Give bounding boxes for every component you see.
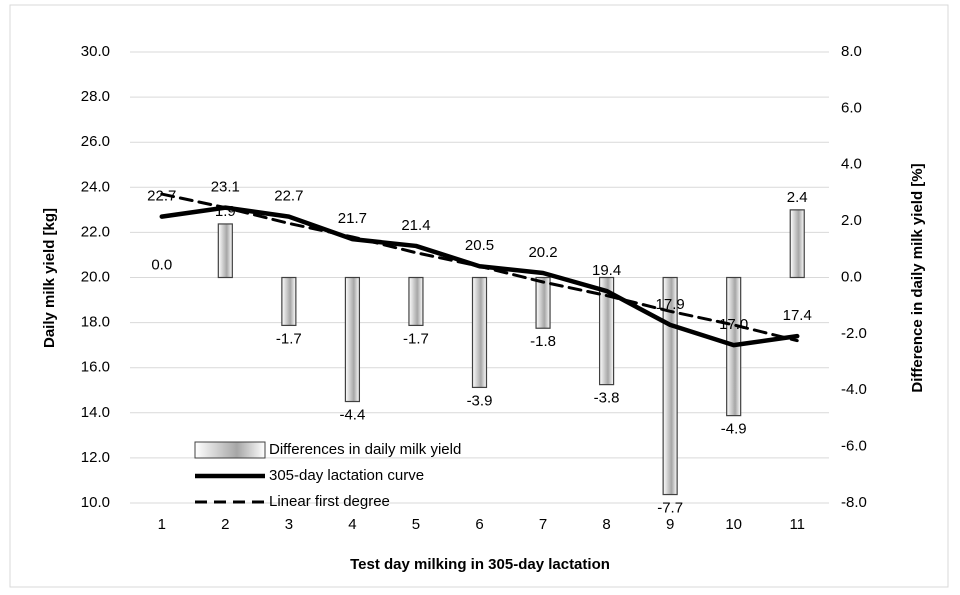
- legend-swatch: [194, 441, 266, 459]
- y-tick-label: 28.0: [81, 88, 110, 105]
- bar-value-label: -3.8: [594, 390, 620, 407]
- y2-axis-title: Difference in daily milk yield [%]: [909, 163, 926, 392]
- bar: [281, 276, 297, 327]
- bar: [408, 276, 424, 327]
- bar: [471, 276, 488, 389]
- line-value-label: 22.7: [274, 188, 303, 205]
- x-tick-label: 9: [666, 516, 674, 533]
- legend-label: 305-day lactation curve: [269, 467, 424, 484]
- bar: [217, 223, 233, 279]
- y2-tick-label: 4.0: [841, 156, 862, 173]
- line-value-label: 19.4: [592, 262, 621, 279]
- line-value-label: 20.5: [465, 237, 494, 254]
- line-value-label: 21.7: [338, 210, 367, 227]
- line-value-label: 17.4: [783, 307, 812, 324]
- y2-tick-label: -8.0: [841, 494, 867, 511]
- line-value-label: 21.4: [401, 217, 430, 234]
- y2-tick-label: 2.0: [841, 212, 862, 229]
- y2-tick-label: -4.0: [841, 381, 867, 398]
- y-tick-label: 14.0: [81, 404, 110, 421]
- x-tick-label: 4: [348, 516, 356, 533]
- bar-value-label: -7.7: [657, 500, 683, 517]
- x-tick-label: 5: [412, 516, 420, 533]
- bar-value-label: 2.4: [787, 189, 808, 206]
- y-tick-label: 18.0: [81, 314, 110, 331]
- bar: [662, 276, 678, 496]
- line-value-label: 22.7: [147, 188, 176, 205]
- line-value-label: 20.2: [528, 244, 557, 261]
- bar: [598, 276, 615, 386]
- x-tick-label: 3: [285, 516, 293, 533]
- x-tick-label: 7: [539, 516, 547, 533]
- y-tick-label: 26.0: [81, 133, 110, 150]
- bar-value-label: -3.9: [467, 392, 493, 409]
- line-value-label: 23.1: [211, 179, 240, 196]
- x-tick-label: 2: [221, 516, 229, 533]
- x-tick-label: 10: [725, 516, 742, 533]
- y-axis-title: Daily milk yield [kg]: [41, 208, 58, 348]
- bar-value-label: -1.7: [276, 330, 302, 347]
- bar-value-label: -4.4: [339, 406, 365, 423]
- bar-value-label: -4.9: [721, 421, 747, 438]
- y-tick-label: 16.0: [81, 359, 110, 376]
- bar-value-label: 0.0: [151, 256, 172, 273]
- y2-tick-label: 8.0: [841, 43, 862, 60]
- x-tick-label: 6: [475, 516, 483, 533]
- line: [160, 192, 799, 343]
- line-value-label: 17.0: [719, 316, 748, 333]
- x-axis-title: Test day milking in 305-day lactation: [350, 556, 610, 573]
- y2-tick-label: 6.0: [841, 99, 862, 116]
- bar-value-label: -1.8: [530, 333, 556, 350]
- y-tick-label: 20.0: [81, 268, 110, 285]
- bar: [789, 209, 805, 279]
- y-tick-label: 12.0: [81, 449, 110, 466]
- legend-label: Linear first degree: [269, 493, 390, 510]
- bar: [344, 276, 361, 403]
- bar: [535, 276, 551, 329]
- y2-tick-label: -6.0: [841, 438, 867, 455]
- y-tick-label: 24.0: [81, 178, 110, 195]
- legend-label: Differences in daily milk yield: [269, 441, 461, 458]
- bar-value-label: -1.7: [403, 330, 429, 347]
- y-tick-label: 10.0: [81, 494, 110, 511]
- x-tick-label: 1: [158, 516, 166, 533]
- y2-tick-label: 0.0: [841, 268, 862, 285]
- x-tick-label: 11: [789, 516, 805, 533]
- y-tick-label: 22.0: [81, 223, 110, 240]
- y2-tick-label: -2.0: [841, 325, 867, 342]
- x-tick-label: 8: [602, 516, 610, 533]
- y-tick-label: 30.0: [81, 43, 110, 60]
